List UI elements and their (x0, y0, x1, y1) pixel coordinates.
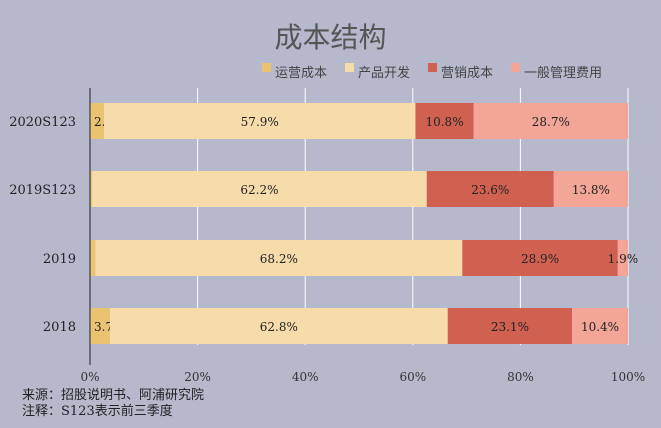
bar-segment (103, 103, 416, 139)
legend-item: 产品开发 (345, 62, 410, 81)
legend-label: 营销成本 (441, 66, 494, 81)
bar-segment (95, 240, 463, 276)
legend-item: 运营成本 (262, 62, 327, 81)
x-tick-label: 20% (184, 370, 211, 384)
bar-segment (462, 240, 618, 276)
y-tick-label: 2018 (43, 320, 76, 335)
source-note: 来源：招股说明书、阿浦研究院 (22, 388, 205, 403)
notes: 来源：招股说明书、阿浦研究院 注释：S123表示前三季度 (22, 388, 204, 420)
bar-segment (553, 171, 628, 207)
bar-segment (90, 171, 93, 207)
data-label: 10.8% (425, 115, 463, 129)
y-tick-label: 2020S123 (9, 115, 76, 130)
bar-segment (572, 308, 628, 344)
legend-item: 营销成本 (428, 62, 493, 81)
data-label: 62.8% (260, 320, 298, 334)
legend-swatch (428, 63, 438, 72)
legend-label: 一般管理费用 (524, 66, 603, 81)
bar-segment (90, 103, 104, 139)
data-label: 10.4% (581, 320, 619, 334)
legend-swatch (345, 63, 355, 72)
data-label: 13.8% (572, 183, 610, 197)
legend-item: 一般管理费用 (511, 62, 602, 81)
y-tick-label: 2019S123 (9, 183, 76, 198)
data-label: 23.1% (491, 320, 529, 334)
legend-swatch (262, 63, 271, 72)
data-label: 57.9% (241, 115, 279, 129)
data-label: 28.7% (532, 115, 570, 129)
bar-segment (447, 308, 573, 344)
legend-label: 运营成本 (275, 66, 328, 81)
data-label: 1.9% (608, 252, 639, 266)
legend-label: 产品开发 (358, 66, 411, 81)
data-label: 28.9% (521, 252, 559, 266)
legend-swatch (511, 63, 521, 72)
x-tick-label: 0% (80, 370, 99, 384)
bar-segment (90, 240, 96, 276)
x-tick-label: 80% (507, 370, 534, 384)
data-label: 23.6% (471, 183, 509, 197)
bar-segment (426, 171, 554, 207)
bar-segment (90, 308, 110, 344)
bar-segment (415, 103, 474, 139)
bar-segment (92, 171, 427, 207)
y-tick-label: 2019 (43, 252, 76, 267)
bar-segment (473, 103, 628, 139)
data-label: 62.2% (240, 183, 278, 197)
x-tick-label: 40% (292, 370, 319, 384)
remark-note: 注释：S123表示前三季度 (22, 404, 173, 419)
bar-segment (109, 308, 448, 344)
x-tick-label: 60% (399, 370, 426, 384)
legend: 运营成本 产品开发 营销成本 一般管理费用 (262, 62, 602, 81)
x-tick-label: 100% (611, 370, 645, 384)
chart-title: 成本结构 (274, 21, 387, 54)
data-label: 68.2% (260, 252, 298, 266)
bar-segment (617, 240, 628, 276)
